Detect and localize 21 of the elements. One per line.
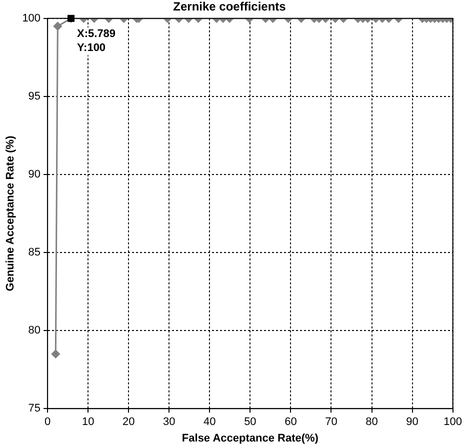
x-tick-label: 60 [284,416,297,428]
y-tick-label: 75 [28,402,41,415]
chart-title: Zernike coefficients [173,0,286,14]
x-tick-label: 30 [163,416,176,428]
y-tick-label: 80 [28,324,41,337]
x-tick-label: 90 [406,416,418,428]
x-tick-label: 10 [82,416,94,428]
y-axis-title: Genuine Acceptance Rate (%) [4,135,17,292]
annotation: X:5.789 Y:100 [77,28,116,54]
x-tick-label: 70 [325,416,338,428]
x-tick-label: 0 [44,416,51,428]
y-tick-label: 90 [28,168,41,181]
x-tick-label: 40 [204,416,216,428]
y-tick-label: 100 [22,12,41,24]
x-tick-label: 20 [122,416,135,428]
x-tick-label: 80 [366,416,378,428]
x-tick-label: 50 [244,416,256,428]
x-axis-title: False Acceptance Rate(%) [182,432,319,444]
x-tick-label: 100 [444,416,462,428]
y-tick-label: 95 [28,90,41,102]
y-tick-label: 85 [28,246,41,259]
